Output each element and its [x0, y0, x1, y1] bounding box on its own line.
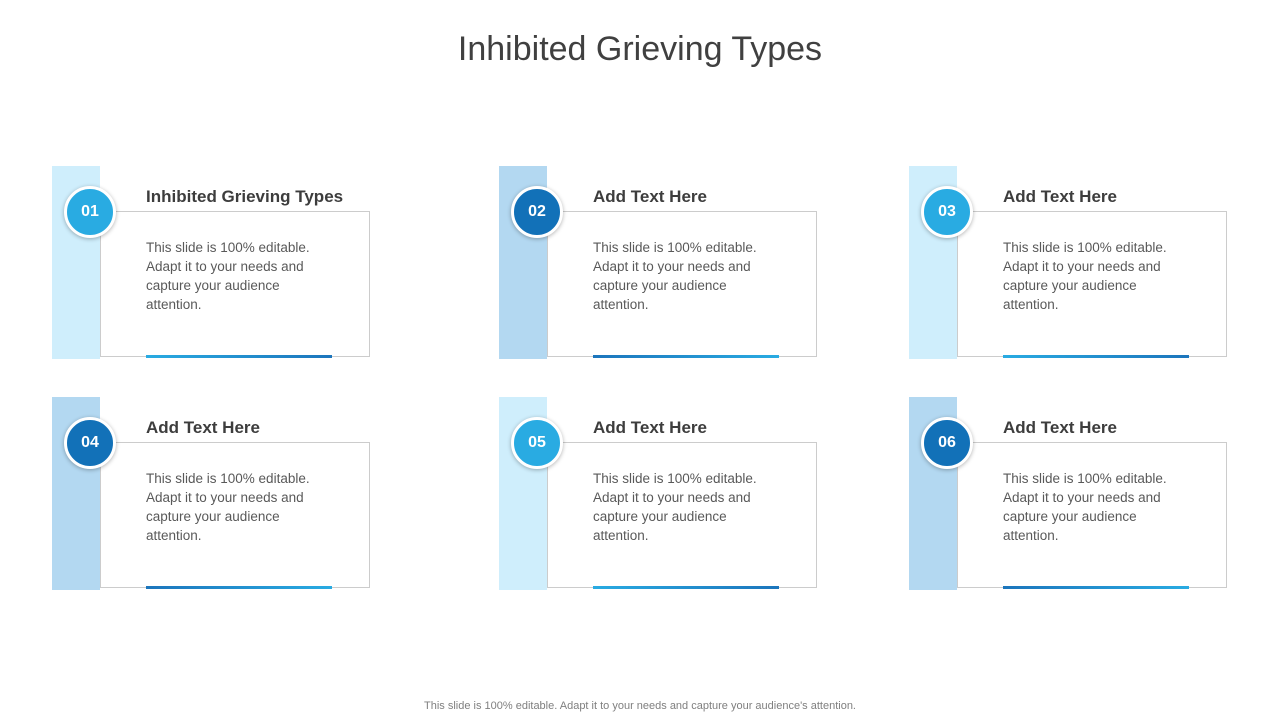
card-number: 05 — [528, 434, 546, 451]
card-underline — [146, 586, 332, 589]
card-underline — [1003, 586, 1189, 589]
card: 04 Add Text Here This slide is 100% edit… — [52, 397, 370, 590]
card-body-text: This slide is 100% editable. Adapt it to… — [1003, 240, 1167, 312]
card-number-badge: 05 — [511, 417, 563, 469]
card-heading: Add Text Here — [146, 418, 260, 437]
card-underline — [593, 355, 779, 358]
card-number: 04 — [81, 434, 99, 451]
card-heading: Add Text Here — [1003, 187, 1117, 206]
slide-footer: This slide is 100% editable. Adapt it to… — [424, 700, 856, 712]
card-number-badge: 06 — [921, 417, 973, 469]
card-text-box — [100, 211, 370, 357]
card-heading: Inhibited Grieving Types — [146, 187, 344, 206]
card-number-badge: 04 — [64, 417, 116, 469]
card-text-box — [547, 211, 817, 357]
card-underline — [146, 355, 332, 358]
card-body-text: This slide is 100% editable. Adapt it to… — [1003, 471, 1167, 543]
card-number-badge: 03 — [921, 186, 973, 238]
card-underline — [593, 586, 779, 589]
card-body-text: This slide is 100% editable. Adapt it to… — [146, 471, 310, 543]
card: 06 Add Text Here This slide is 100% edit… — [909, 397, 1227, 590]
card-number: 01 — [81, 203, 99, 220]
card-heading: Add Text Here — [593, 418, 707, 437]
card-number: 02 — [528, 203, 546, 220]
card-body-text: This slide is 100% editable. Adapt it to… — [593, 471, 757, 543]
card-heading: Add Text Here — [1003, 418, 1117, 437]
card: 05 Add Text Here This slide is 100% edit… — [499, 397, 817, 590]
card-heading: Add Text Here — [593, 187, 707, 206]
card-number-badge: 01 — [64, 186, 116, 238]
card-text-box — [957, 211, 1227, 357]
card-body-text: This slide is 100% editable. Adapt it to… — [593, 240, 757, 312]
slide-title: Inhibited Grieving Types — [457, 30, 823, 68]
card-underline — [1003, 355, 1189, 358]
card: 01 Inhibited Grieving Types This slide i… — [52, 166, 370, 359]
card: 02 Add Text Here This slide is 100% edit… — [499, 166, 817, 359]
card-number-badge: 02 — [511, 186, 563, 238]
card-text-box — [957, 442, 1227, 588]
card-number: 03 — [938, 203, 956, 220]
card-body-text: This slide is 100% editable. Adapt it to… — [146, 240, 310, 312]
card: 03 Add Text Here This slide is 100% edit… — [909, 166, 1227, 359]
card-text-box — [547, 442, 817, 588]
card-number: 06 — [938, 434, 956, 451]
